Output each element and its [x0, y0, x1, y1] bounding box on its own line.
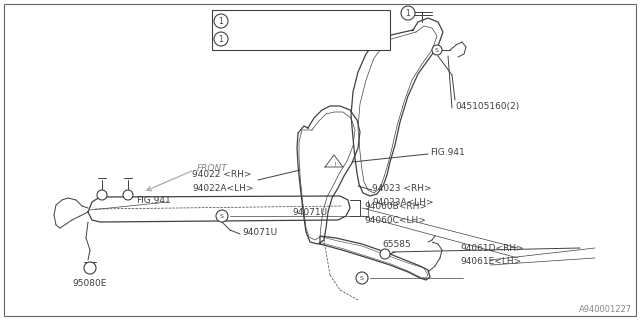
Circle shape — [97, 190, 107, 200]
Text: 94060C<LH>: 94060C<LH> — [364, 215, 426, 225]
Text: 94023A<LH>: 94023A<LH> — [372, 197, 434, 206]
Text: FRONT: FRONT — [197, 164, 228, 172]
Circle shape — [214, 14, 228, 28]
Text: S: S — [435, 47, 439, 52]
Text: !: ! — [333, 162, 335, 166]
Text: S: S — [220, 213, 224, 219]
Circle shape — [380, 249, 390, 259]
Text: FIG.941: FIG.941 — [136, 196, 171, 204]
Circle shape — [432, 45, 442, 55]
Circle shape — [84, 262, 96, 274]
Circle shape — [356, 272, 368, 284]
Bar — [212, 10, 390, 50]
Text: FIG.941: FIG.941 — [430, 148, 465, 156]
Text: 94071U: 94071U — [242, 228, 277, 236]
Text: 1: 1 — [219, 35, 223, 44]
Text: 94071U: 94071U — [292, 207, 327, 217]
Text: 86387 < -E0601>: 86387 < -E0601> — [234, 17, 312, 26]
Text: 045105160(2): 045105160(2) — [455, 101, 519, 110]
Circle shape — [214, 32, 228, 46]
Circle shape — [123, 190, 133, 200]
Text: S: S — [360, 276, 364, 281]
Circle shape — [216, 210, 228, 222]
Text: 94061E<LH>: 94061E<LH> — [460, 258, 521, 267]
Text: 94061D<RH>: 94061D<RH> — [460, 244, 524, 252]
Text: 84985B<E0601- >: 84985B<E0601- > — [234, 35, 315, 44]
Text: 94022A<LH>: 94022A<LH> — [192, 183, 253, 193]
Circle shape — [401, 6, 415, 20]
Text: 1: 1 — [219, 17, 223, 26]
Text: 94023 <RH>: 94023 <RH> — [372, 183, 431, 193]
Text: 65585: 65585 — [382, 239, 411, 249]
Text: 94060B<RH>: 94060B<RH> — [364, 202, 427, 211]
Text: 94022 <RH>: 94022 <RH> — [192, 170, 252, 179]
Text: 95080E: 95080E — [73, 279, 107, 289]
Text: 1: 1 — [406, 9, 410, 18]
Text: A940001227: A940001227 — [579, 305, 632, 314]
